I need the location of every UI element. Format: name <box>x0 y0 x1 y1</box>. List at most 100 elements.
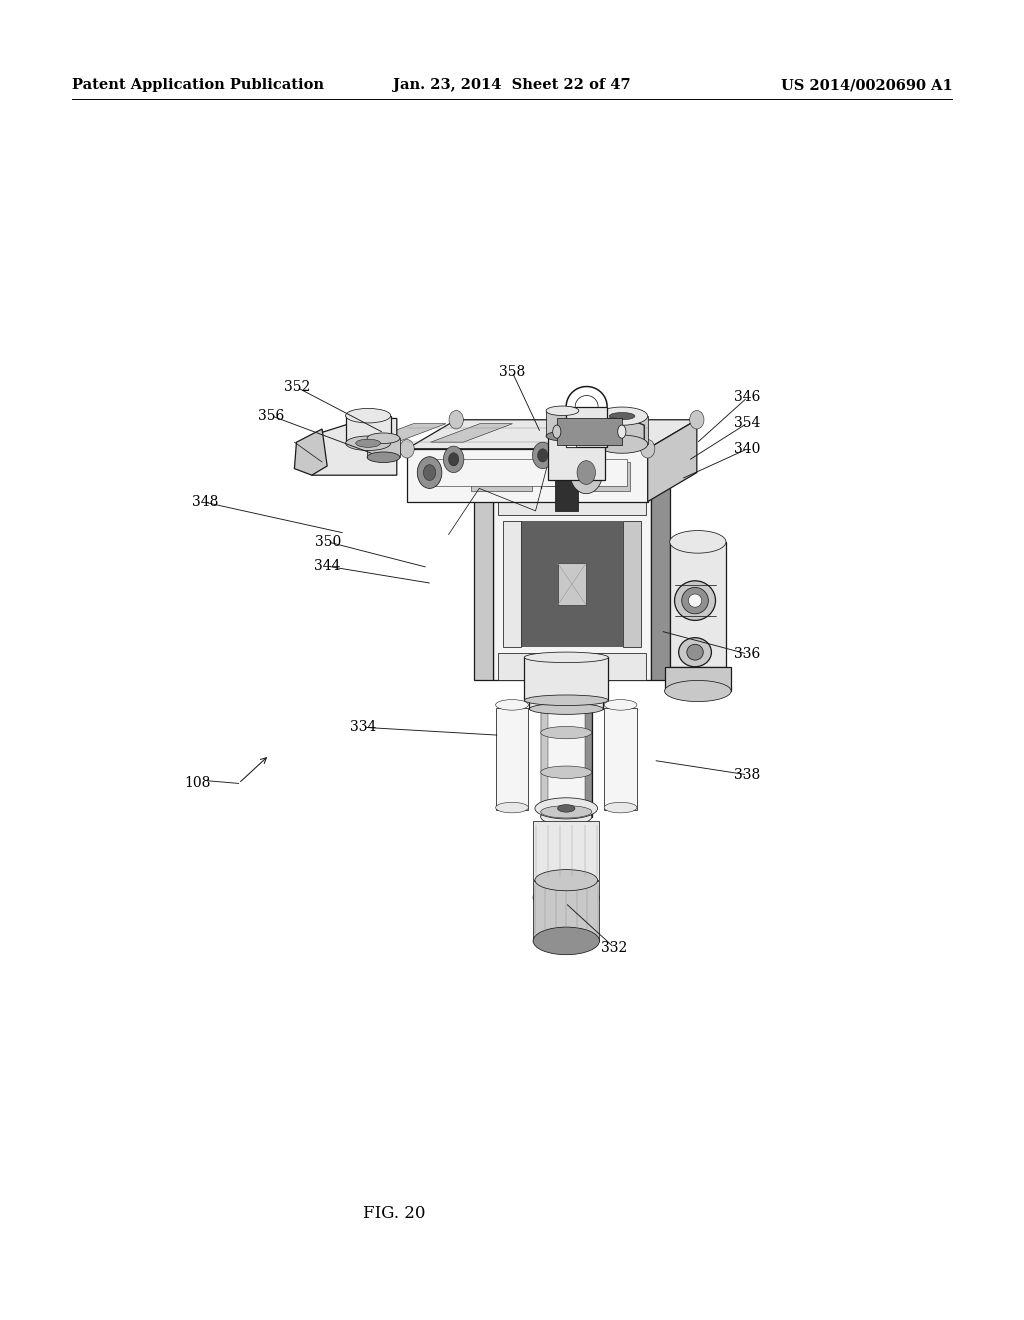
Polygon shape <box>295 429 328 475</box>
Circle shape <box>449 411 463 429</box>
Ellipse shape <box>524 694 608 705</box>
Polygon shape <box>648 420 697 502</box>
Ellipse shape <box>367 451 400 462</box>
Ellipse shape <box>496 803 528 813</box>
Circle shape <box>443 446 464 473</box>
Text: 346: 346 <box>734 391 761 404</box>
Text: 344: 344 <box>314 560 341 573</box>
Ellipse shape <box>345 436 391 450</box>
Ellipse shape <box>596 407 648 425</box>
Ellipse shape <box>546 432 579 441</box>
Ellipse shape <box>534 884 599 911</box>
Polygon shape <box>408 449 648 502</box>
Polygon shape <box>521 521 623 647</box>
Polygon shape <box>365 424 446 442</box>
Polygon shape <box>534 880 599 941</box>
Polygon shape <box>549 438 604 480</box>
Circle shape <box>690 411 705 429</box>
Ellipse shape <box>679 638 712 667</box>
Ellipse shape <box>529 459 603 467</box>
Polygon shape <box>566 428 577 446</box>
Text: Patent Application Publication: Patent Application Publication <box>72 78 324 92</box>
Polygon shape <box>568 462 630 491</box>
Text: FIG. 20: FIG. 20 <box>362 1205 426 1221</box>
Circle shape <box>418 457 442 488</box>
Ellipse shape <box>675 581 716 620</box>
Polygon shape <box>555 425 578 511</box>
Circle shape <box>569 451 602 494</box>
Text: 352: 352 <box>284 380 310 395</box>
Text: 348: 348 <box>191 495 218 510</box>
Polygon shape <box>541 475 548 488</box>
Circle shape <box>424 465 436 480</box>
Ellipse shape <box>535 797 598 818</box>
Ellipse shape <box>367 433 400 444</box>
Circle shape <box>532 442 553 469</box>
Ellipse shape <box>524 652 608 663</box>
Polygon shape <box>557 418 622 445</box>
Polygon shape <box>498 653 646 680</box>
Polygon shape <box>345 416 391 444</box>
Polygon shape <box>503 521 521 647</box>
Text: 354: 354 <box>734 416 761 430</box>
Polygon shape <box>546 411 579 436</box>
Text: 340: 340 <box>734 442 761 455</box>
Polygon shape <box>596 416 648 444</box>
Text: 356: 356 <box>258 409 285 422</box>
Polygon shape <box>623 521 641 647</box>
Ellipse shape <box>546 407 579 416</box>
Ellipse shape <box>355 440 381 447</box>
Polygon shape <box>534 821 599 880</box>
Polygon shape <box>670 541 726 667</box>
Polygon shape <box>529 680 603 709</box>
Ellipse shape <box>541 809 592 825</box>
Circle shape <box>561 430 571 444</box>
Polygon shape <box>431 424 512 442</box>
Polygon shape <box>604 708 637 810</box>
Polygon shape <box>665 667 731 692</box>
Polygon shape <box>426 459 627 486</box>
Text: 334: 334 <box>350 721 377 734</box>
Ellipse shape <box>345 408 391 422</box>
Circle shape <box>449 453 459 466</box>
Polygon shape <box>541 475 592 488</box>
Polygon shape <box>651 488 670 680</box>
Circle shape <box>641 440 655 458</box>
Ellipse shape <box>496 700 528 710</box>
Polygon shape <box>524 657 608 700</box>
Polygon shape <box>585 475 592 488</box>
Ellipse shape <box>535 870 598 891</box>
Ellipse shape <box>541 686 592 702</box>
Ellipse shape <box>534 927 599 954</box>
Polygon shape <box>471 462 532 491</box>
Text: 108: 108 <box>184 776 211 791</box>
Ellipse shape <box>541 726 592 739</box>
Ellipse shape <box>617 425 626 438</box>
Polygon shape <box>496 475 528 488</box>
Text: 350: 350 <box>314 535 341 549</box>
Ellipse shape <box>529 675 603 685</box>
Ellipse shape <box>665 681 731 702</box>
Text: 332: 332 <box>601 941 628 954</box>
Polygon shape <box>493 488 651 680</box>
Ellipse shape <box>596 436 648 453</box>
Ellipse shape <box>604 700 637 710</box>
Ellipse shape <box>558 805 575 812</box>
Polygon shape <box>549 418 616 438</box>
Polygon shape <box>585 694 592 817</box>
Ellipse shape <box>670 531 726 553</box>
Circle shape <box>577 461 596 484</box>
Ellipse shape <box>529 478 603 487</box>
Ellipse shape <box>541 805 592 818</box>
Text: US 2014/0020690 A1: US 2014/0020690 A1 <box>780 78 952 92</box>
Polygon shape <box>529 463 603 482</box>
Ellipse shape <box>541 766 592 779</box>
Ellipse shape <box>682 587 709 614</box>
Polygon shape <box>600 416 644 453</box>
Ellipse shape <box>687 644 703 660</box>
Text: 338: 338 <box>734 768 761 781</box>
Text: 358: 358 <box>499 364 525 379</box>
Circle shape <box>538 449 548 462</box>
Polygon shape <box>604 475 637 488</box>
Text: Jan. 23, 2014  Sheet 22 of 47: Jan. 23, 2014 Sheet 22 of 47 <box>393 78 631 92</box>
